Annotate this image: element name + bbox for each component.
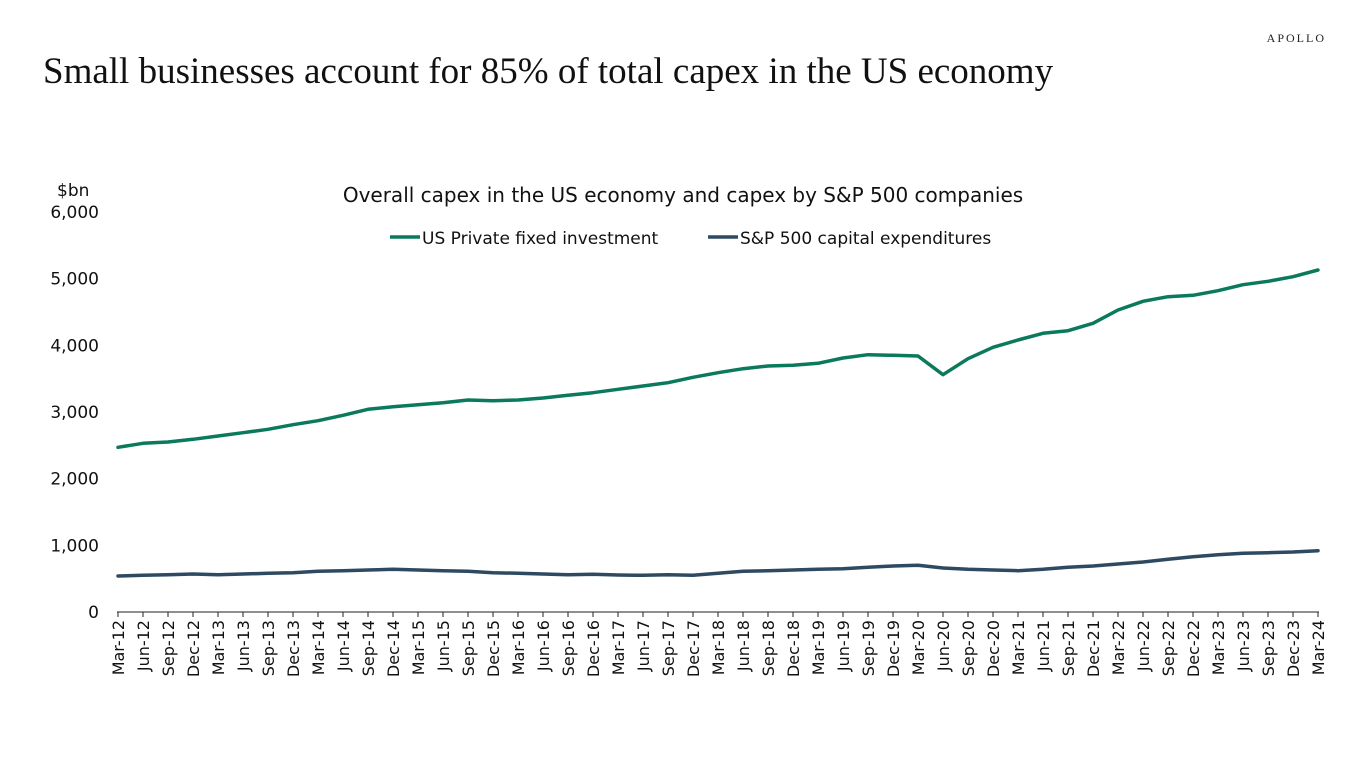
x-tick-label: Jun-18 <box>734 620 753 672</box>
x-tick-label: Jun-15 <box>434 620 453 672</box>
x-tick-label: Dec-22 <box>1184 620 1203 677</box>
x-tick-label: Jun-13 <box>234 620 253 672</box>
x-tick-label: Sep-12 <box>159 620 178 676</box>
x-tick-label: Jun-16 <box>534 620 553 672</box>
x-tick-label: Jun-19 <box>834 620 853 672</box>
x-tick-label: Sep-19 <box>859 620 878 676</box>
x-tick-label: Sep-16 <box>559 620 578 676</box>
x-tick-label: Jun-20 <box>934 620 953 672</box>
x-tick-label: Mar-22 <box>1109 620 1128 675</box>
x-tick-label: Dec-13 <box>284 620 303 677</box>
x-tick-label: Jun-12 <box>134 620 153 672</box>
x-tick-label: Dec-15 <box>484 620 503 677</box>
x-tick-label: Dec-19 <box>884 620 903 677</box>
x-tick-label: Dec-18 <box>784 620 803 677</box>
x-tick-label: Sep-21 <box>1059 620 1078 676</box>
y-tick-label: 6,000 <box>50 203 99 223</box>
x-tick-label: Mar-20 <box>909 620 928 675</box>
legend: US Private fixed investment S&P 500 capi… <box>390 229 991 249</box>
y-tick-label: 4,000 <box>50 336 99 356</box>
x-tick-label: Sep-20 <box>959 620 978 676</box>
legend-label-private-investment: US Private fixed investment <box>422 229 659 249</box>
y-axis-unit-label: $bn <box>57 181 89 201</box>
x-tick-label: Sep-13 <box>259 620 278 676</box>
x-tick-label: Sep-23 <box>1259 620 1278 676</box>
x-tick-label: Sep-18 <box>759 620 778 676</box>
x-tick-label: Mar-23 <box>1209 620 1228 675</box>
x-tick-label: Dec-12 <box>184 620 203 677</box>
x-tick-label: Sep-22 <box>1159 620 1178 676</box>
x-tick-label: Dec-16 <box>584 620 603 677</box>
x-tick-label: Mar-21 <box>1009 620 1028 675</box>
y-tick-label: 1,000 <box>50 536 99 556</box>
x-tick-label: Sep-15 <box>459 620 478 676</box>
y-tick-label: 3,000 <box>50 403 99 423</box>
x-tick-label: Dec-17 <box>684 620 703 677</box>
x-tick-label: Jun-23 <box>1234 620 1253 672</box>
x-tick-label: Dec-21 <box>1084 620 1103 677</box>
y-tick-label: 0 <box>88 603 99 623</box>
brand-logo: APOLLO <box>1266 31 1326 45</box>
x-tick-label: Mar-12 <box>109 620 128 675</box>
x-tick-label: Mar-17 <box>609 620 628 675</box>
series-layer <box>116 268 1320 578</box>
page-title: Small businesses account for 85% of tota… <box>43 51 1054 92</box>
legend-label-sp500-capex: S&P 500 capital expenditures <box>740 229 991 249</box>
y-axis: 0 1,000 2,000 3,000 4,000 5,000 6,000 <box>50 203 99 623</box>
x-tick-label: Mar-18 <box>709 620 728 675</box>
x-tick-label: Mar-19 <box>809 620 828 675</box>
x-tick-label: Mar-24 <box>1309 620 1328 675</box>
x-tick-label: Mar-13 <box>209 620 228 675</box>
chart-title: Overall capex in the US economy and cape… <box>343 183 1023 207</box>
x-axis: Mar-12 Jun-12 Sep-12 Dec-12 Mar-13 Jun-13 Sep-… <box>109 611 1328 677</box>
x-tick-label: Mar-14 <box>309 620 328 675</box>
y-tick-label: 2,000 <box>50 470 99 490</box>
x-tick-label: Jun-22 <box>1134 620 1153 672</box>
x-tick-label: Mar-15 <box>409 620 428 675</box>
x-tick-label: Dec-23 <box>1284 620 1303 677</box>
x-tick-label: Jun-14 <box>334 620 353 672</box>
y-tick-label: 5,000 <box>50 270 99 290</box>
x-tick-label: Sep-14 <box>359 620 378 676</box>
x-tick-label: Jun-17 <box>634 620 653 672</box>
series-line-sp500-capex <box>116 548 1320 578</box>
x-tick-label: Jun-21 <box>1034 620 1053 672</box>
x-tick-label: Sep-17 <box>659 620 678 676</box>
x-tick-label: Mar-16 <box>509 620 528 675</box>
x-tick-label: Dec-14 <box>384 620 403 677</box>
x-tick-label: Dec-20 <box>984 620 1003 677</box>
series-line-private-investment <box>116 268 1320 450</box>
